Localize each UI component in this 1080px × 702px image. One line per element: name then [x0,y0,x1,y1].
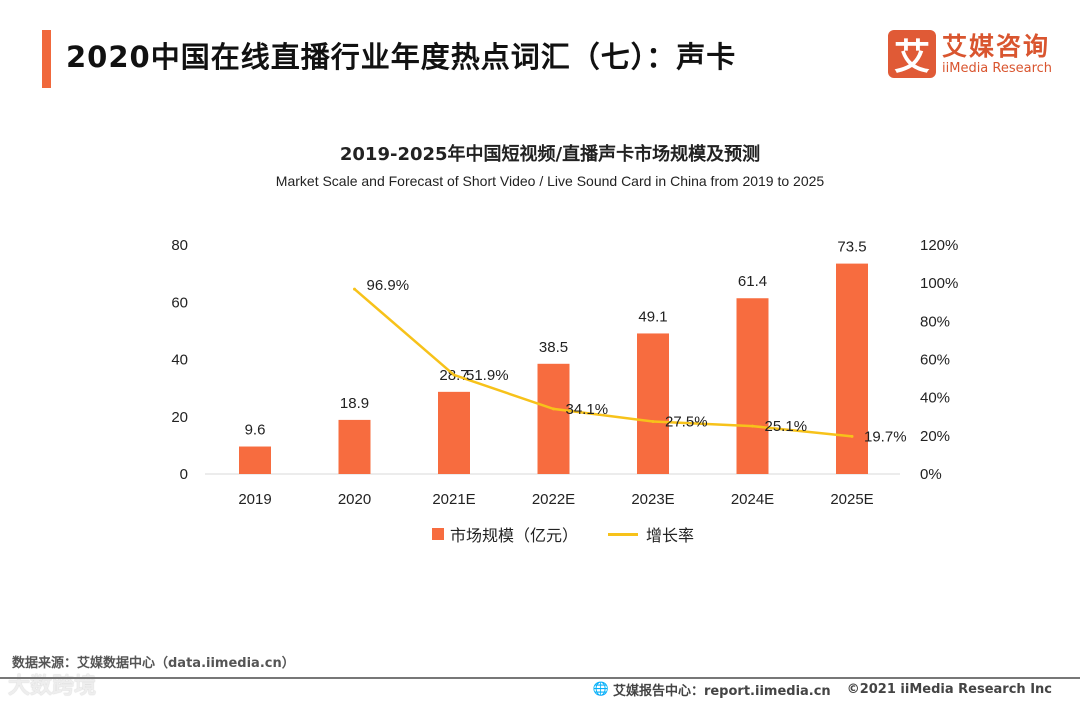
data-source: 数据来源：艾媒数据中心（data.iimedia.cn） [12,656,295,671]
y2-tick-label: 120% [920,237,958,254]
logo-en: iiMedia Research [942,60,1053,76]
legend-bar-label: 市场规模（亿元） [450,526,579,545]
legend-line-swatch [608,532,639,536]
y2-tick-label: 0% [920,466,942,483]
growth-value-label: 25.1% [765,418,808,435]
bar [438,391,470,474]
title-accent-bar [42,30,51,88]
y-tick-label: 20 [171,409,188,426]
growth-point [751,424,754,428]
growth-point [552,407,555,411]
growth-value-label: 51.9% [466,367,509,384]
growth-point [850,434,854,438]
bar [338,419,371,474]
bar [736,298,769,474]
growth-value-label: 34.1% [566,401,609,418]
bar [637,333,669,474]
growth-line [353,288,853,438]
bar [836,263,868,474]
x-tick-label: 2021E [432,491,475,508]
copyright: ©2021 iiMedia Research Inc [846,682,1052,697]
bar-value-label: 9.6 [245,422,266,439]
x-tick-label: 2020 [338,491,371,508]
y2-tick-label: 20% [920,428,950,445]
legend: 市场规模（亿元） 增长率 [432,522,694,546]
page-title: 2020中国在线直播行业年度热点词汇（七）：声卡 [66,40,737,74]
x-tick-label: 2023E [631,491,674,508]
bar-value-label: 38.5 [539,339,568,356]
x-tick-label: 2025E [830,491,873,508]
y-tick-label: 80 [171,237,188,254]
globe-icon: 🌐 [592,682,609,697]
y-tick-label: 40 [171,352,188,369]
bar-value-label: 18.9 [340,395,369,412]
legend-line-label: 增长率 [646,526,695,545]
y2-tick-label: 40% [920,390,950,407]
x-tick-label: 2019 [238,491,271,508]
footer: 🌐 艾媒报告中心：report.iimedia.cn ©2021 iiMedia… [593,680,1052,699]
bar-value-label: 49.1 [638,308,667,325]
y-tick-label: 60 [171,294,188,311]
logo-cn: 艾媒咨询 [942,31,1051,61]
watermark: 大数跨境 [8,674,97,699]
iimedia-logo: 艾 艾媒咨询 iiMedia Research [888,30,1052,78]
footer-divider [0,677,1080,679]
y-tick-label: 0 [180,466,188,483]
y2-tick-label: 100% [920,275,958,292]
y2-tick-label: 60% [920,352,950,369]
bar-value-label: 73.5 [837,239,866,256]
report-link[interactable]: 艾媒报告中心：report.iimedia.cn [612,684,831,699]
growth-value-label: 19.7% [864,428,907,445]
growth-point [452,373,456,377]
chart-subtitle: Market Scale and Forecast of Short Video… [275,173,825,189]
growth-value-label: 27.5% [665,414,708,431]
logo-mark: 艾 [888,30,936,78]
chart-title: 2019-2025年中国短视频/直播声卡市场规模及预测 [339,144,761,165]
x-tick-label: 2024E [731,491,774,508]
legend-bar-swatch [432,528,444,540]
growth-value-label: 96.9% [367,277,410,294]
bar [239,446,271,474]
growth-point [651,420,655,424]
bar [537,363,570,474]
y2-tick-label: 80% [920,313,950,330]
bar-value-label: 61.4 [738,273,767,290]
x-tick-label: 2022E [532,491,575,508]
growth-point [353,287,356,291]
